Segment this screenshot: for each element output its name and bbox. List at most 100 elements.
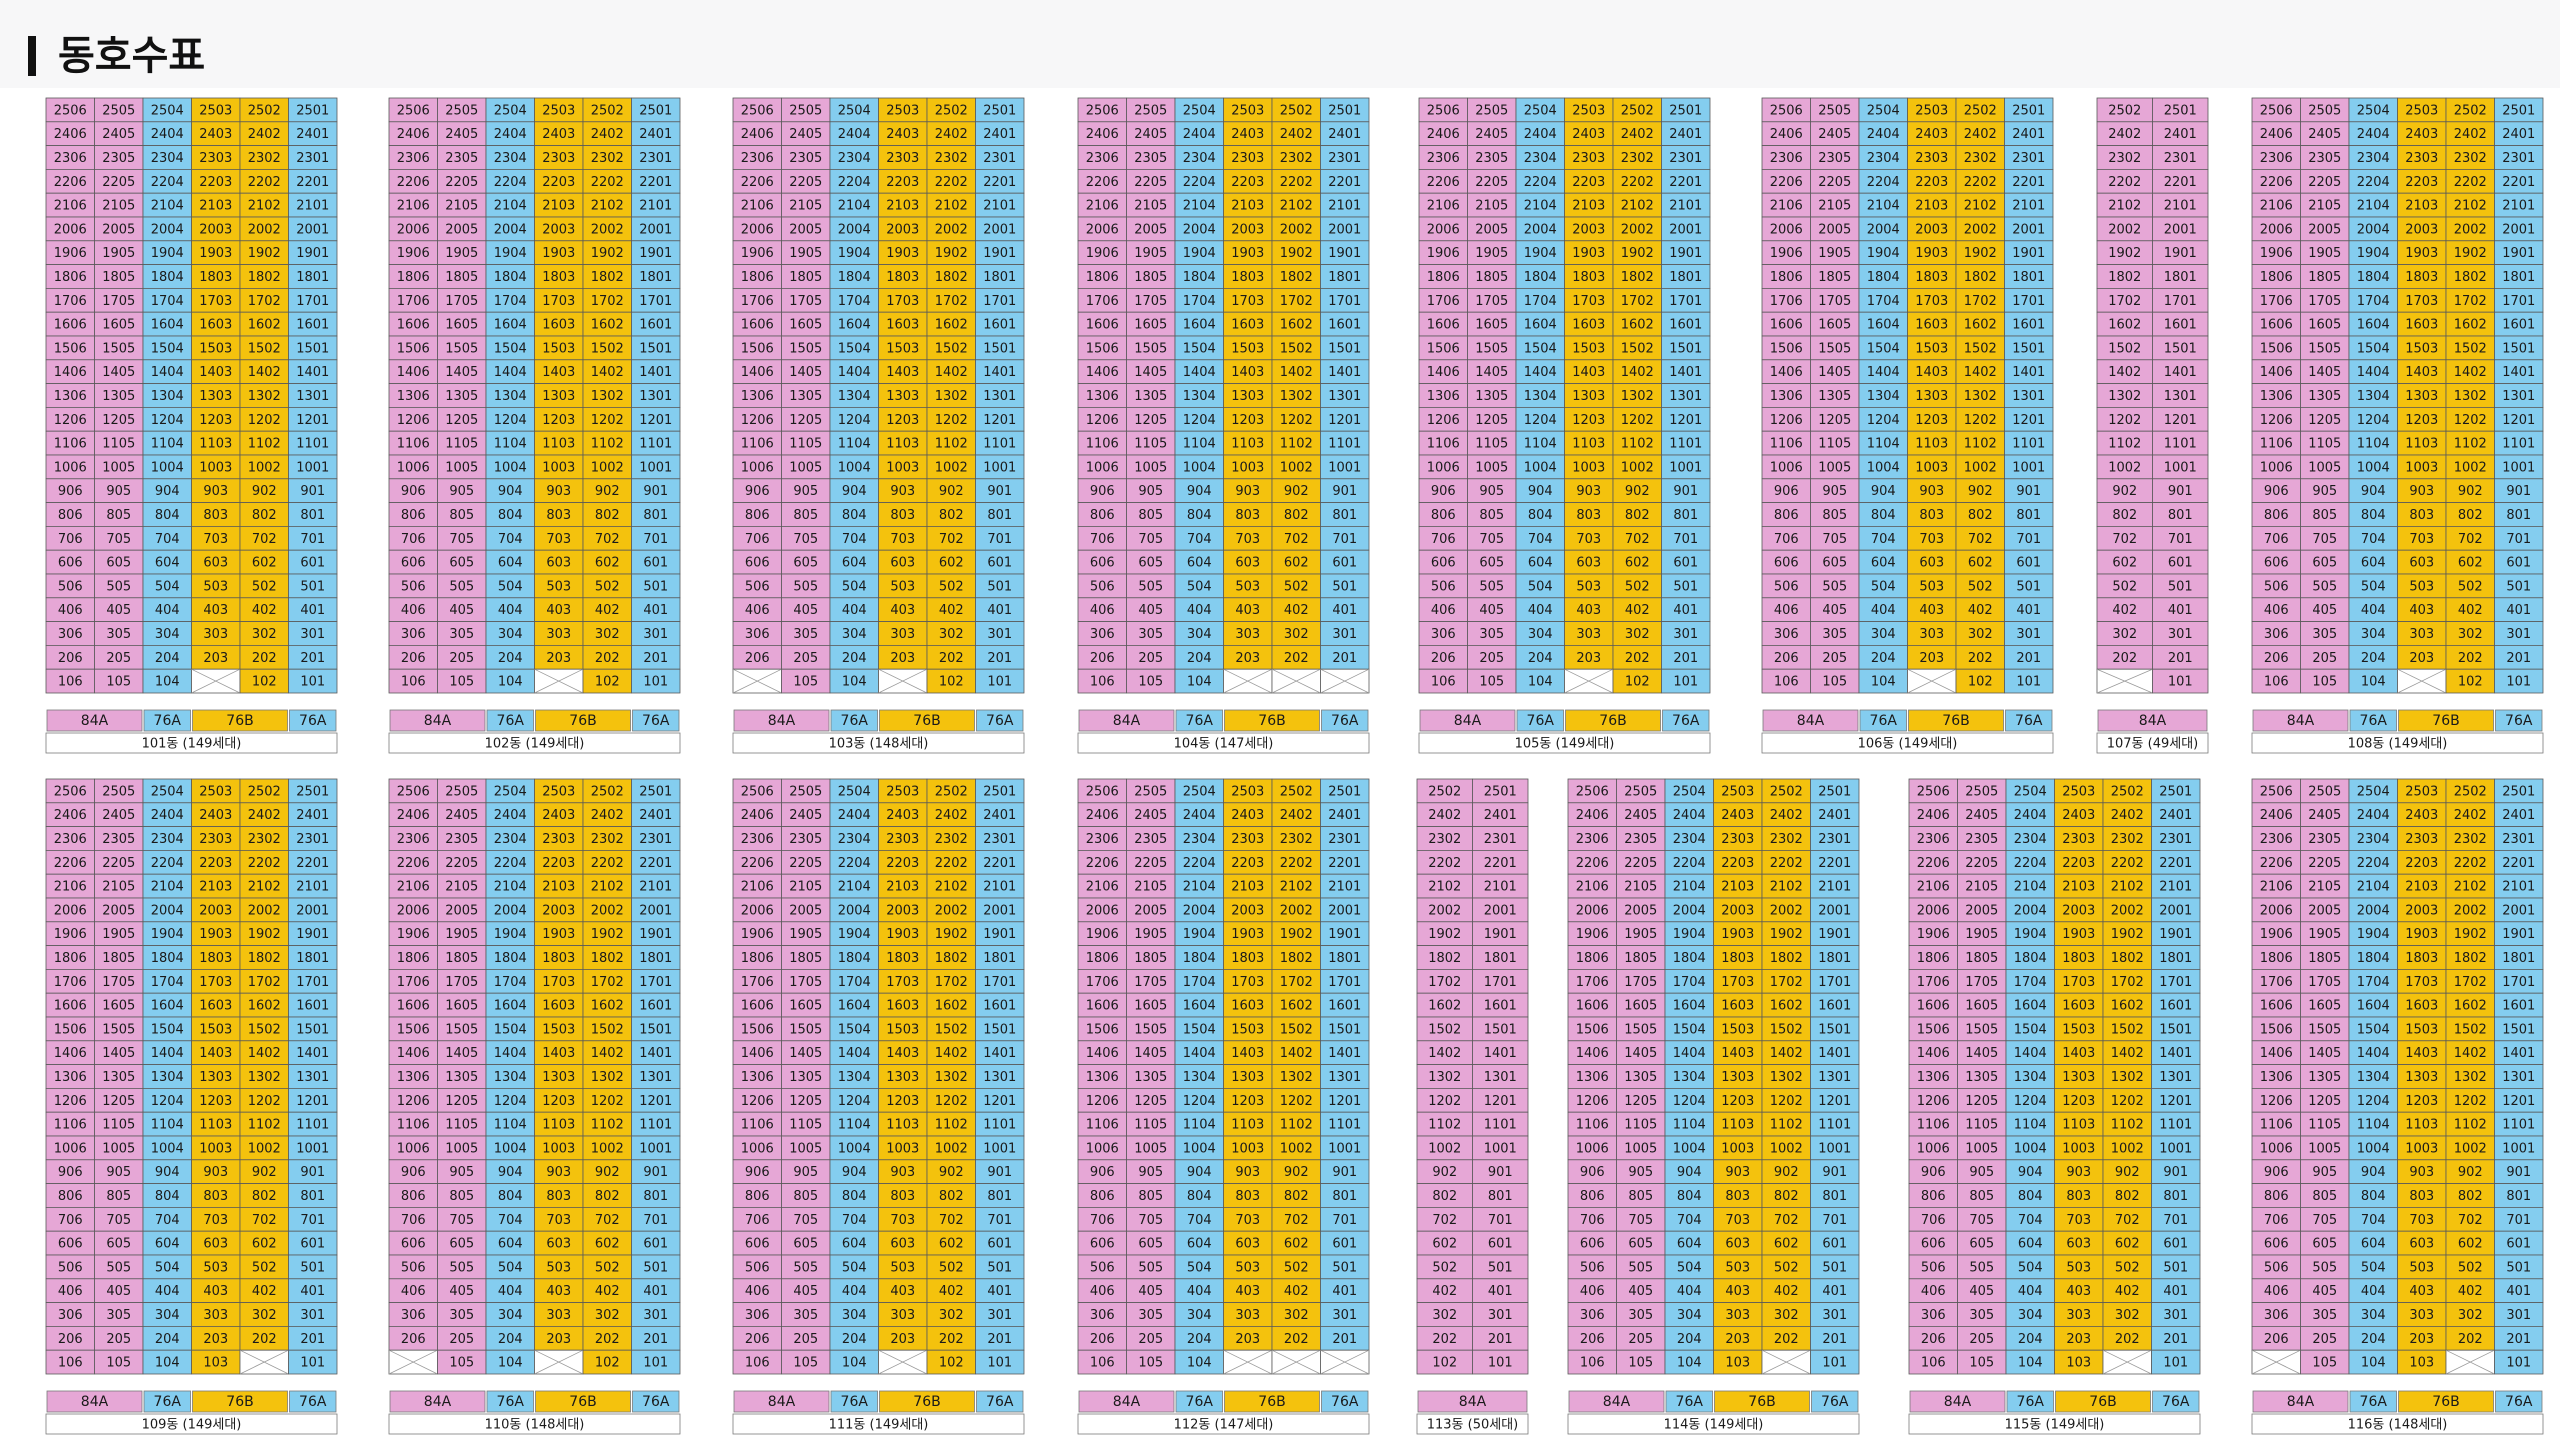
unit-number: 2203	[2062, 856, 2095, 871]
unit-number: 803	[890, 1189, 915, 1204]
unit-number: 1303	[886, 389, 919, 404]
unit-number: 1301	[1328, 1070, 1361, 1085]
unit-number: 301	[1673, 627, 1698, 642]
unit-number: 602	[2458, 556, 2483, 571]
unit-number: 105	[106, 1356, 131, 1371]
unit-number: 806	[2264, 1189, 2289, 1204]
unit-number: 405	[1138, 603, 1163, 618]
unit-number: 2506	[397, 103, 430, 118]
unit-number: 1003	[1915, 460, 1948, 475]
unit-number: 904	[1528, 484, 1553, 499]
unit-number: 806	[58, 1189, 83, 1204]
unit-number: 1703	[1231, 975, 1264, 990]
unit-number: 1402	[1280, 365, 1313, 380]
unit-number: 2402	[1770, 808, 1803, 823]
unit-number: 605	[449, 1237, 474, 1252]
unit-number: 204	[155, 651, 180, 666]
unit-number: 904	[2361, 1165, 2386, 1180]
unit-number: 404	[842, 1284, 867, 1299]
unit-number: 2102	[2111, 880, 2144, 895]
unit-number: 602	[595, 1237, 620, 1252]
unit-number: 2205	[1475, 175, 1508, 190]
unit-number: 1906	[397, 246, 430, 261]
unit-number: 1502	[935, 1022, 968, 1037]
unit-number: 2105	[2308, 880, 2341, 895]
unit-number: 2503	[2405, 784, 2438, 799]
unit-number: 1301	[296, 389, 329, 404]
building-name: 112동 (147세대)	[1174, 1418, 1274, 1433]
unit-number: 205	[449, 1332, 474, 1347]
unit-number: 2402	[248, 808, 281, 823]
unit-number: 603	[2409, 556, 2434, 571]
unit-number: 2002	[591, 222, 624, 237]
unit-number: 1601	[2012, 318, 2045, 333]
unit-number: 1304	[494, 389, 527, 404]
unit-number: 1004	[1183, 1141, 1216, 1156]
unit-number: 505	[106, 579, 131, 594]
unit-number: 2203	[542, 175, 575, 190]
unit-number: 2404	[1183, 808, 1216, 823]
unit-number: 2101	[2502, 199, 2535, 214]
unit-number: 1501	[983, 341, 1016, 356]
unit-number: 1503	[1231, 1022, 1264, 1037]
unit-number: 1305	[2308, 389, 2341, 404]
unit-number: 802	[2112, 508, 2137, 523]
unit-number: 1501	[296, 341, 329, 356]
unit-number: 1303	[1915, 389, 1948, 404]
unit-number: 902	[2115, 1165, 2140, 1180]
unit-number: 1801	[1818, 951, 1851, 966]
unit-number: 502	[595, 1260, 620, 1275]
unit-number: 2006	[54, 903, 87, 918]
unit-number: 1905	[1134, 246, 1167, 261]
unit-number: 1001	[2164, 460, 2197, 475]
unit-number: 606	[1090, 556, 1115, 571]
unit-number: 205	[1479, 651, 1504, 666]
unit-type-label: 76A	[2360, 713, 2388, 729]
unit-number: 2401	[1484, 808, 1517, 823]
unit-number: 2401	[639, 808, 672, 823]
unit-number: 2104	[1183, 880, 1216, 895]
unit-number: 905	[793, 1165, 818, 1180]
unit-number: 1403	[1231, 1046, 1264, 1061]
unit-number: 1603	[1231, 999, 1264, 1014]
unit-number: 204	[1528, 651, 1553, 666]
unit-number: 702	[1284, 1213, 1309, 1228]
unit-number: 1004	[838, 1141, 871, 1156]
unit-number: 2406	[54, 127, 87, 142]
unit-number: 2102	[935, 880, 968, 895]
unit-number: 1702	[935, 975, 968, 990]
unit-number: 2501	[1328, 103, 1361, 118]
unit-number: 403	[1725, 1284, 1750, 1299]
unit-number: 2204	[2357, 175, 2390, 190]
unit-number: 1304	[838, 389, 871, 404]
unit-number: 2004	[1673, 903, 1706, 918]
unit-number: 1306	[1770, 389, 1803, 404]
unit-number: 1001	[2012, 460, 2045, 475]
unit-number: 1006	[1917, 1141, 1950, 1156]
unit-number: 1604	[1183, 999, 1216, 1014]
unit-number: 406	[58, 603, 83, 618]
unit-number: 1304	[151, 389, 184, 404]
unit-number: 204	[1187, 651, 1212, 666]
unit-number: 2002	[935, 222, 968, 237]
unit-number: 1006	[54, 460, 87, 475]
unit-number: 2102	[2454, 199, 2487, 214]
unit-number: 403	[2409, 1284, 2434, 1299]
unit-number: 2304	[838, 832, 871, 847]
unit-number: 901	[300, 1165, 325, 1180]
unit-number: 302	[1284, 1308, 1309, 1323]
building-name: 106동 (149세대)	[1858, 737, 1958, 752]
unit-number: 1302	[1964, 389, 1997, 404]
unit-number: 303	[546, 1308, 571, 1323]
unit-number: 804	[1677, 1189, 1702, 1204]
unit-number: 2103	[1231, 880, 1264, 895]
unit-number: 104	[1187, 675, 1212, 690]
unit-number: 2006	[741, 903, 774, 918]
unit-number: 1804	[838, 951, 871, 966]
unit-number: 806	[1774, 508, 1799, 523]
unit-number: 1502	[2108, 341, 2141, 356]
unit-number: 1305	[1965, 1070, 1998, 1085]
unit-number: 102	[1625, 675, 1650, 690]
unit-number: 1405	[1475, 365, 1508, 380]
unit-number: 2305	[445, 151, 478, 166]
